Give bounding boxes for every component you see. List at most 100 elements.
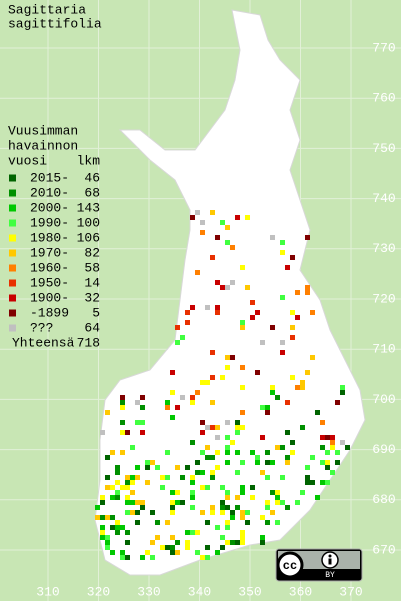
observation-square: [330, 440, 335, 445]
observation-square: [230, 245, 235, 250]
title: sagittifolia: [8, 16, 102, 31]
observation-square: [235, 215, 240, 220]
observation-square: [130, 475, 135, 480]
observation-square: [225, 420, 230, 425]
observation-square: [140, 395, 145, 400]
observation-square: [285, 505, 290, 510]
observation-square: [295, 290, 300, 295]
observation-square: [190, 305, 195, 310]
observation-square: [115, 530, 120, 535]
observation-square: [280, 340, 285, 345]
observation-square: [230, 515, 235, 520]
x-label: 370: [339, 584, 362, 599]
observation-square: [250, 450, 255, 455]
observation-square: [215, 550, 220, 555]
observation-square: [165, 545, 170, 550]
observation-square: [300, 490, 305, 495]
legend-count: 64: [84, 320, 100, 335]
observation-square: [110, 525, 115, 530]
observation-square: [240, 320, 245, 325]
observation-square: [235, 425, 240, 430]
observation-square: [210, 350, 215, 355]
observation-square: [100, 500, 105, 505]
observation-square: [135, 420, 140, 425]
observation-square: [315, 495, 320, 500]
observation-square: [200, 555, 205, 560]
observation-square: [235, 540, 240, 545]
observation-square: [170, 490, 175, 495]
observation-square: [190, 505, 195, 510]
observation-square: [230, 280, 235, 285]
observation-square: [280, 475, 285, 480]
observation-square: [100, 515, 105, 520]
observation-square: [110, 450, 115, 455]
observation-square: [205, 425, 210, 430]
observation-square: [265, 500, 270, 505]
observation-square: [320, 435, 325, 440]
observation-square: [210, 470, 215, 475]
observation-square: [215, 450, 220, 455]
observation-square: [330, 445, 335, 450]
observation-square: [250, 300, 255, 305]
legend-label: 1950-: [30, 275, 69, 290]
observation-square: [295, 500, 300, 505]
observation-square: [215, 235, 220, 240]
observation-square: [200, 510, 205, 515]
observation-square: [125, 475, 130, 480]
observation-square: [180, 475, 185, 480]
observation-square: [135, 510, 140, 515]
observation-square: [310, 480, 315, 485]
observation-square: [125, 530, 130, 535]
observation-square: [250, 495, 255, 500]
observation-square: [225, 505, 230, 510]
observation-square: [230, 540, 235, 545]
legend-count: 32: [84, 290, 100, 305]
x-label: 350: [238, 584, 261, 599]
observation-square: [180, 335, 185, 340]
observation-square: [305, 480, 310, 485]
legend-total-label: Yhteensä: [12, 335, 75, 350]
observation-square: [270, 325, 275, 330]
observation-square: [190, 395, 195, 400]
legend-count: 58: [84, 260, 100, 275]
observation-square: [270, 385, 275, 390]
legend-label: -1899: [30, 305, 69, 320]
observation-square: [140, 405, 145, 410]
observation-square: [130, 500, 135, 505]
observation-square: [280, 350, 285, 355]
observation-square: [205, 455, 210, 460]
observation-square: [265, 460, 270, 465]
observation-square: [245, 285, 250, 290]
legend-label: 2010-: [30, 185, 69, 200]
observation-square: [260, 540, 265, 545]
observation-square: [170, 510, 175, 515]
observation-square: [245, 510, 250, 515]
observation-square: [275, 495, 280, 500]
x-label: 320: [87, 584, 110, 599]
observation-square: [255, 455, 260, 460]
observation-square: [280, 295, 285, 300]
observation-square: [225, 355, 230, 360]
y-label: 740: [372, 191, 395, 206]
observation-square: [130, 480, 135, 485]
observation-square: [285, 455, 290, 460]
legend-label: 2000-: [30, 200, 69, 215]
observation-square: [235, 495, 240, 500]
observation-square: [225, 435, 230, 440]
legend-swatch: [9, 189, 16, 197]
observation-square: [240, 540, 245, 545]
observation-square: [265, 410, 270, 415]
observation-square: [190, 475, 195, 480]
observation-square: [340, 390, 345, 395]
y-label: 720: [372, 291, 395, 306]
observation-square: [170, 370, 175, 375]
observation-square: [165, 405, 170, 410]
observation-square: [160, 485, 165, 490]
observation-square: [280, 240, 285, 245]
observation-square: [140, 555, 145, 560]
observation-square: [195, 460, 200, 465]
legend-count: 143: [77, 200, 100, 215]
observation-square: [105, 540, 110, 545]
observation-square: [320, 460, 325, 465]
observation-square: [170, 500, 175, 505]
